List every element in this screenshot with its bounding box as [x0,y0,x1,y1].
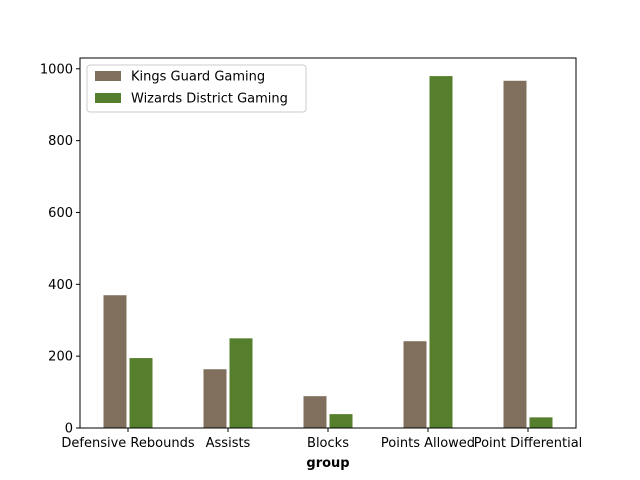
bars-layer [102,75,554,429]
y-tick-label: 800 [48,134,73,149]
bar-series-2-1 [228,337,254,429]
bar-series-2-0 [128,357,154,429]
x-axis: Defensive Rebounds Assists Blocks Points Al… [61,428,582,451]
bar-series-2-2 [328,413,354,429]
y-axis: 0 200 400 600 800 1000 [40,62,80,437]
x-axis-title: group [306,456,349,471]
x-tick-label: Point Differential [474,436,583,451]
y-tick-label: 200 [48,350,73,365]
bar-series-2-3 [428,75,454,429]
x-tick-label: Assists [206,436,251,451]
legend-swatch [95,71,121,81]
legend-box [86,64,307,113]
legend-swatch [95,93,121,103]
legend-label: Wizards District Gaming [131,92,288,107]
bar-series-1-3 [402,340,428,429]
legend-label: Kings Guard Gaming [131,70,265,85]
x-tick-label: Defensive Rebounds [61,436,194,451]
y-tick-label: 0 [65,422,73,437]
y-tick-label: 400 [48,278,73,293]
y-tick-label: 600 [48,206,73,221]
x-tick-label: Points Allowed [381,436,475,451]
x-tick-label: Blocks [307,436,349,451]
legend: Kings Guard Gaming Wizards District Gamin… [86,64,307,113]
plot-frame [79,57,577,429]
bar-series-1-4 [502,79,528,429]
y-tick-label: 1000 [40,62,73,77]
bar-series-2-4 [528,416,554,429]
bar-series-1-2 [302,395,328,429]
bar-series-1-0 [102,294,128,429]
bar-series-1-1 [202,368,228,429]
